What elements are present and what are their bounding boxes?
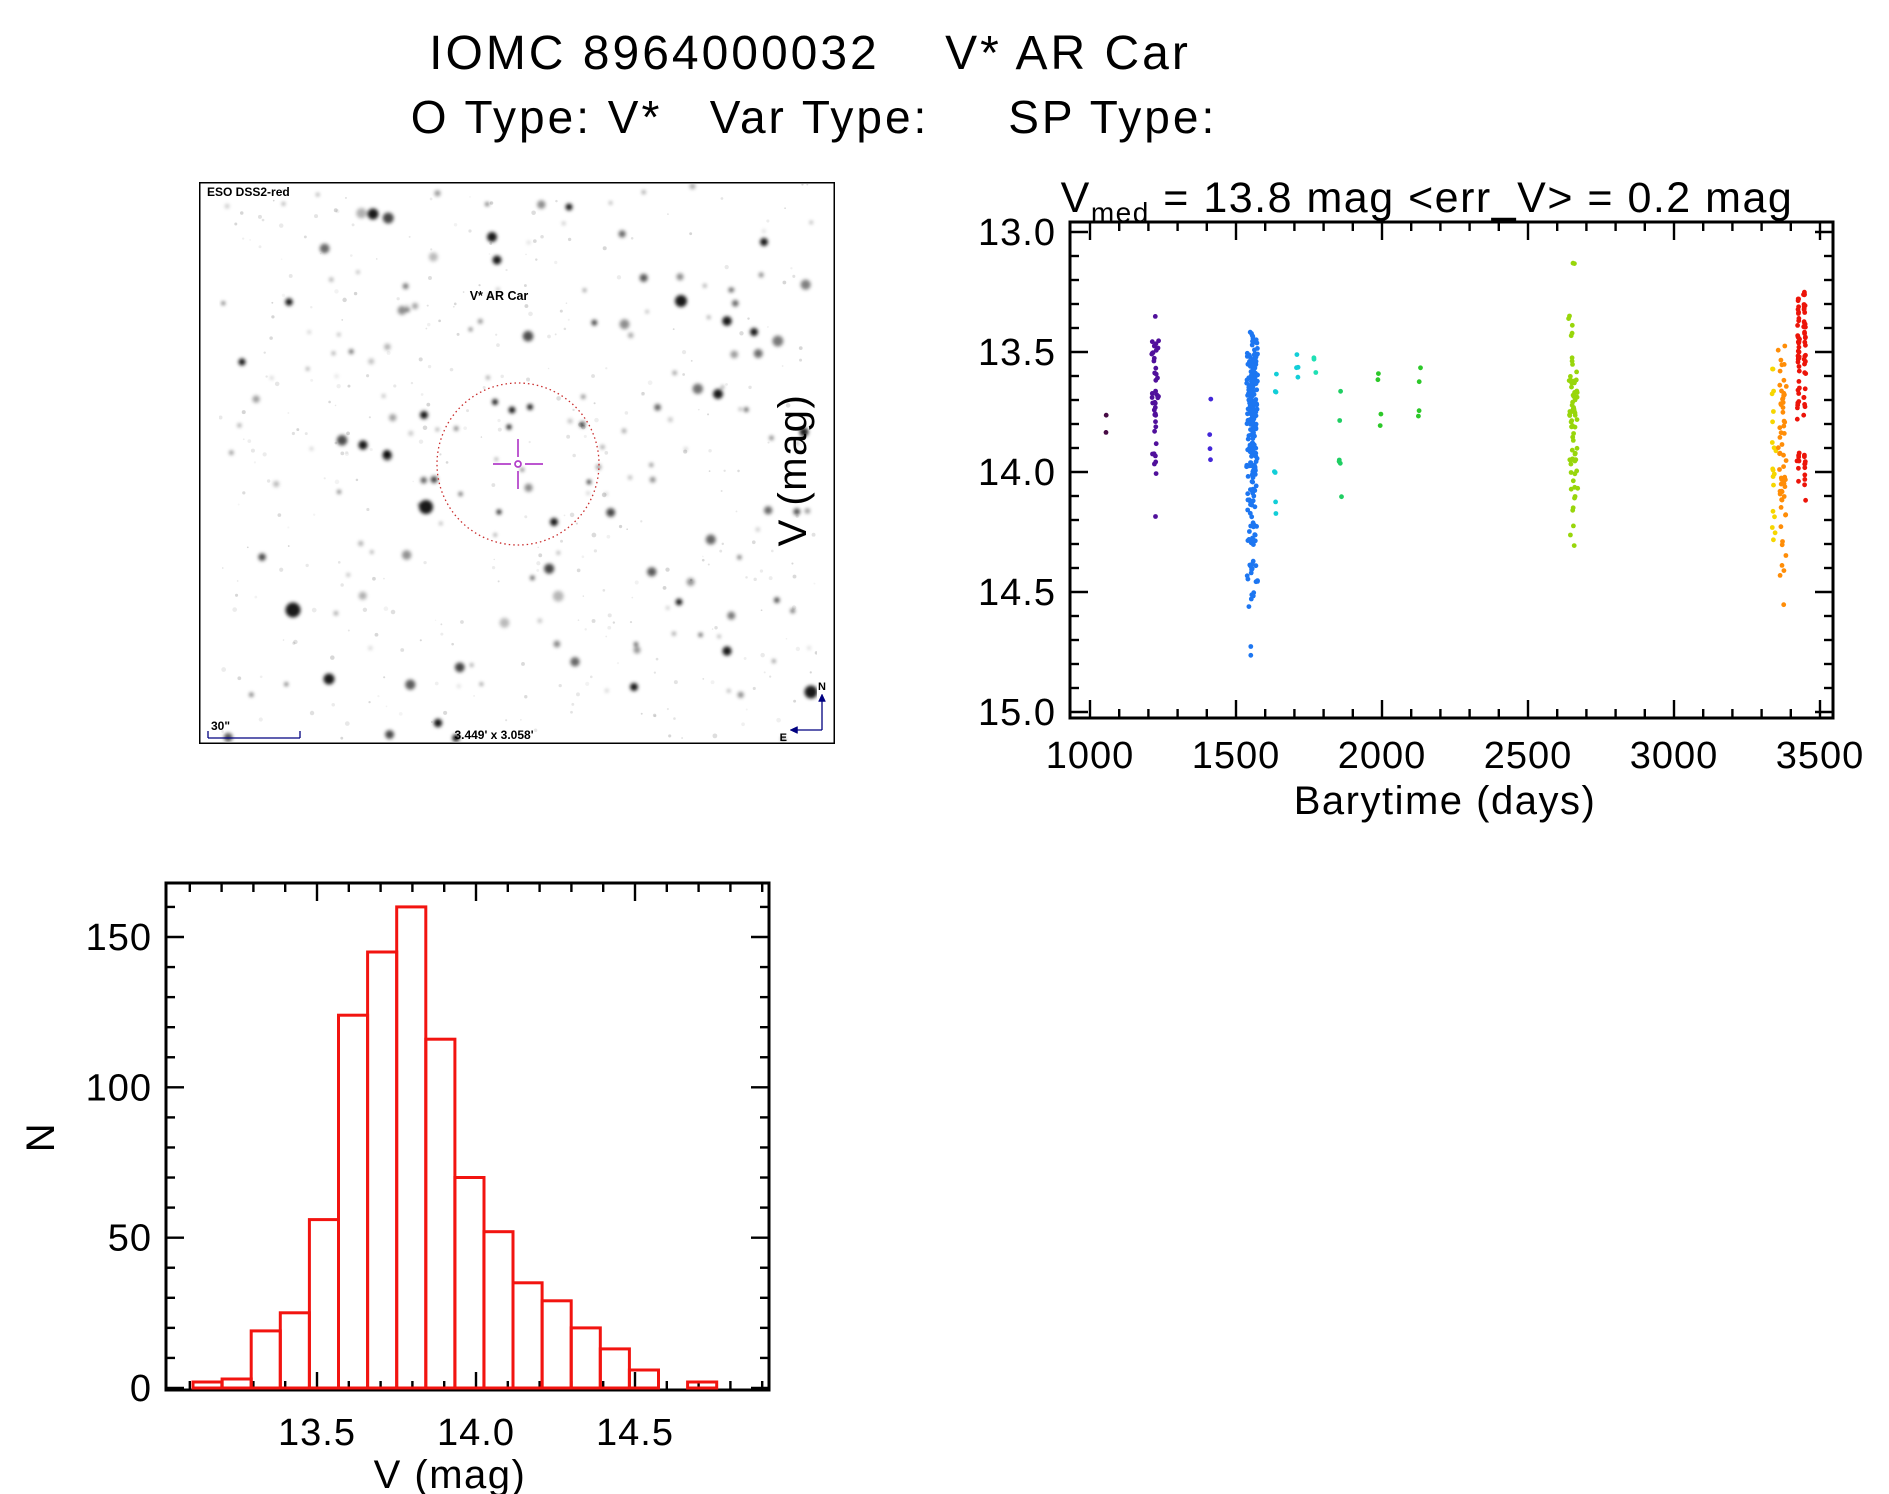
- cluster-points: [1207, 396, 1214, 463]
- x-tick-label: 14.5: [596, 1412, 674, 1454]
- stars: [221, 184, 817, 742]
- bar: [482, 1230, 515, 1390]
- bar: [278, 1311, 311, 1390]
- compass-east-label: E: [780, 732, 787, 744]
- x-tick-label: 1000: [1046, 735, 1135, 777]
- bar: [424, 1037, 457, 1390]
- survey-label: ESO DSS2-red: [207, 185, 290, 199]
- axes: [1068, 220, 1835, 720]
- bar: [598, 1347, 631, 1390]
- cluster-points: [1336, 388, 1344, 500]
- y-tick-label: 100: [86, 1067, 152, 1109]
- bar: [686, 1380, 719, 1390]
- starfield-image: ESO DSS2-red V* AR Car 30" 3.449' x 3.058' N…: [199, 182, 835, 744]
- ticks: [166, 883, 769, 1390]
- x-tick-label: 2000: [1338, 735, 1427, 777]
- x-tick-label: 1500: [1192, 735, 1281, 777]
- page-title: IOMC 8964000032 V* AR Car: [429, 27, 1191, 80]
- target-label: V* AR Car: [470, 289, 529, 303]
- y-tick-label: 13.0: [978, 212, 1056, 254]
- fov-label: 3.449' x 3.058': [454, 728, 533, 742]
- y-tick-label: 15.0: [978, 692, 1056, 734]
- page-subtitle: O Type: V* Var Type: SP Type:: [410, 91, 1218, 143]
- bar: [366, 950, 399, 1390]
- x-tick-label: 2500: [1484, 735, 1573, 777]
- cluster-points: [1375, 371, 1384, 428]
- x-tick-label: 3500: [1776, 735, 1865, 777]
- sky-noise: [219, 184, 817, 740]
- cluster-points: [1311, 355, 1319, 375]
- y-tick-label: 13.5: [978, 332, 1056, 374]
- x-tick-label: 3000: [1630, 735, 1719, 777]
- target-circle: [436, 382, 600, 546]
- cluster-points: [1149, 314, 1161, 519]
- cluster-points: [1775, 343, 1789, 608]
- bar: [191, 1380, 224, 1390]
- histogram-bars: [191, 905, 719, 1390]
- image-frame: [199, 182, 835, 744]
- y-axis-title: V (mag): [771, 394, 815, 547]
- axis-tick-labels: 13.5 14.0 14.5 0 50 100 150: [86, 917, 674, 1454]
- cluster-points: [1769, 366, 1779, 543]
- target-crosshair: [493, 439, 543, 489]
- histogram-plot: 13.5 14.0 14.5 0 50 100 150 V (mag) N: [20, 881, 771, 1494]
- x-tick-label: 14.0: [437, 1412, 515, 1454]
- lightcurve-plot: 1000 1500 2000 2500 3000 3500 13.0 13.5 14.0 14.5…: [771, 174, 1865, 823]
- y-axis-title: N: [20, 1122, 63, 1152]
- bar: [569, 1326, 602, 1390]
- x-tick-label: 13.5: [278, 1412, 356, 1454]
- cluster-points: [1294, 352, 1301, 380]
- y-tick-label: 14.5: [978, 572, 1056, 614]
- cluster-points: [1244, 329, 1260, 658]
- ticks: [1070, 222, 1833, 718]
- y-tick-label: 50: [108, 1218, 152, 1260]
- scale-label: 30": [211, 719, 230, 733]
- y-tick-label: 14.0: [978, 452, 1056, 494]
- cluster-points: [1566, 260, 1581, 548]
- cluster-points: [1794, 289, 1809, 503]
- plot-title: Vmed = 13.8 mag <err_V> = 0.2 mag: [1061, 174, 1794, 228]
- bar: [220, 1377, 253, 1390]
- x-axis-title: V (mag): [374, 1453, 527, 1494]
- bar: [540, 1299, 573, 1390]
- bar: [627, 1368, 661, 1390]
- bar: [395, 905, 428, 1390]
- scale-bar: [207, 731, 301, 739]
- y-tick-label: 0: [130, 1368, 152, 1410]
- axis-tick-labels: 1000 1500 2000 2500 3000 3500 13.0 13.5 14.0 14.5…: [978, 212, 1865, 777]
- bar: [453, 1176, 486, 1390]
- bar: [337, 1013, 370, 1390]
- data-points: [1103, 260, 1809, 658]
- bar: [307, 1218, 340, 1390]
- bar: [249, 1329, 282, 1390]
- y-tick-label: 150: [86, 917, 152, 959]
- cluster-points: [1416, 365, 1423, 419]
- x-axis-title: Barytime (days): [1294, 779, 1597, 823]
- cluster-points: [1272, 371, 1279, 516]
- compass-north-label: N: [818, 681, 826, 693]
- cluster-points: [1103, 412, 1109, 435]
- bar: [511, 1281, 544, 1390]
- axes: [164, 881, 771, 1392]
- compass-icon: NE: [780, 681, 826, 744]
